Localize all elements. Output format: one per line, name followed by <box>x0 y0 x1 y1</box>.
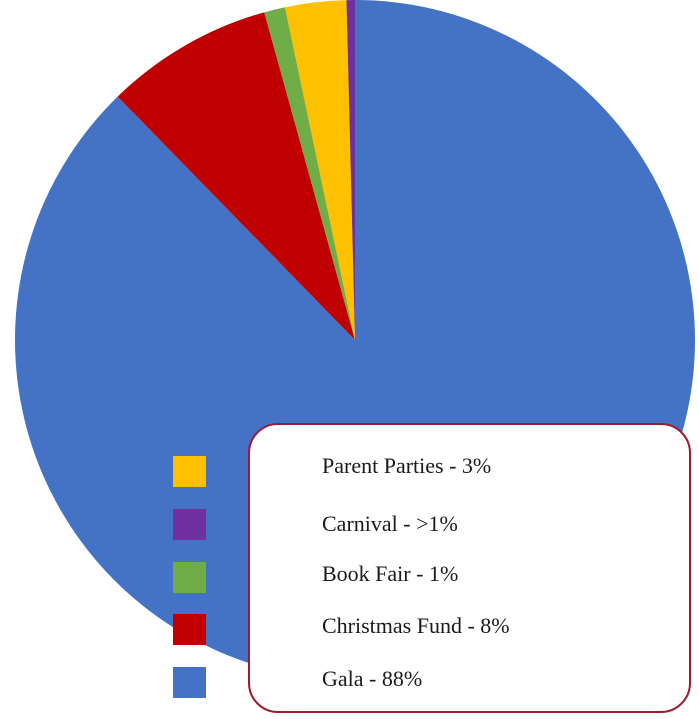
legend-label-christmas-fund: Christmas Fund - 8% <box>322 613 510 638</box>
legend-swatch-gala <box>173 667 206 698</box>
legend-label-book-fair: Book Fair - 1% <box>322 561 459 586</box>
pie-slice-christmas-fund <box>117 12 356 341</box>
pie-slice-parent-parties <box>285 0 355 341</box>
legend-swatch-carnival <box>173 509 206 540</box>
legend-swatch-book-fair <box>173 562 206 593</box>
legend: Parent Parties - 3% Carnival - >1% Book … <box>248 423 691 713</box>
legend-label-carnival: Carnival - >1% <box>322 511 458 536</box>
pie-slice-carnival <box>346 0 355 340</box>
legend-label-gala: Gala - 88% <box>322 666 423 691</box>
legend-swatch-parent-parties <box>173 456 206 487</box>
legend-label-parent-parties: Parent Parties - 3% <box>322 453 492 478</box>
legend-swatch-christmas-fund <box>173 614 206 645</box>
pie-slice-book-fair <box>264 7 355 341</box>
